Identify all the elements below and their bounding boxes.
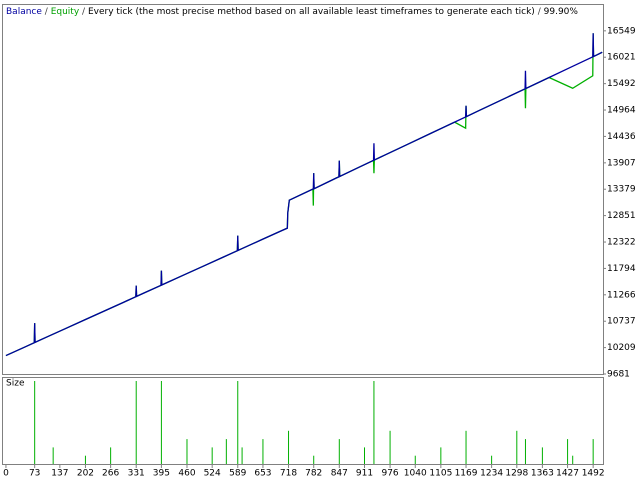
title-part: Balance bbox=[6, 7, 42, 17]
title-part: / bbox=[82, 7, 86, 17]
title-part: / bbox=[538, 7, 542, 17]
x-tick-label: 589 bbox=[229, 469, 246, 479]
chart-title: Balance / Equity / Every tick (the most … bbox=[6, 7, 578, 17]
series-line bbox=[5, 33, 603, 357]
x-tick-label: 0 bbox=[3, 469, 9, 479]
x-tick-label: 1298 bbox=[505, 469, 528, 479]
x-tick-label: 1427 bbox=[556, 469, 579, 479]
title-part: 99.90% bbox=[544, 7, 579, 17]
x-tick-label: 73 bbox=[29, 469, 40, 479]
y-tick-label: 16549 bbox=[607, 26, 636, 36]
title-part: / bbox=[45, 7, 49, 17]
x-tick-label: 782 bbox=[305, 469, 322, 479]
y-tick-label: 13379 bbox=[607, 185, 636, 195]
x-tick-label: 911 bbox=[356, 469, 373, 479]
x-tick-label: 331 bbox=[128, 469, 145, 479]
x-tick-label: 395 bbox=[153, 469, 170, 479]
y-tick-label: 11266 bbox=[607, 290, 636, 300]
title-part: Equity bbox=[51, 7, 80, 17]
x-tick-label: 1040 bbox=[404, 469, 427, 479]
y-tick-label: 10737 bbox=[607, 317, 636, 327]
y-tick-label: 9681 bbox=[607, 370, 630, 380]
y-tick-label: 14436 bbox=[607, 132, 636, 142]
x-tick-label: 524 bbox=[204, 469, 221, 479]
y-tick-label: 12851 bbox=[607, 211, 636, 221]
x-tick-label: 460 bbox=[178, 469, 195, 479]
x-tick-label: 718 bbox=[280, 469, 297, 479]
x-tick-label: 137 bbox=[51, 469, 68, 479]
y-tick-label: 12322 bbox=[607, 238, 636, 248]
x-tick-label: 1363 bbox=[531, 469, 554, 479]
x-tick-label: 1105 bbox=[429, 469, 452, 479]
x-tick-label: 847 bbox=[331, 469, 348, 479]
y-tick-label: 13907 bbox=[607, 158, 636, 168]
title-part: Every tick (the most precise method base… bbox=[88, 7, 535, 17]
y-tick-label: 10209 bbox=[607, 343, 636, 353]
y-tick-label: 11794 bbox=[607, 264, 636, 274]
x-tick-label: 1234 bbox=[480, 469, 503, 479]
y-tick-label: 15492 bbox=[607, 79, 636, 89]
x-tick-label: 1492 bbox=[582, 469, 605, 479]
size-frame bbox=[2, 377, 604, 465]
x-tick-label: 1169 bbox=[455, 469, 478, 479]
x-tick-label: 202 bbox=[77, 469, 94, 479]
x-tick-label: 266 bbox=[102, 469, 119, 479]
y-tick-label: 16021 bbox=[607, 53, 636, 63]
x-tick-label: 653 bbox=[254, 469, 271, 479]
size-label: Size bbox=[6, 379, 25, 389]
x-tick-label: 976 bbox=[381, 469, 398, 479]
y-tick-label: 14964 bbox=[607, 106, 636, 116]
